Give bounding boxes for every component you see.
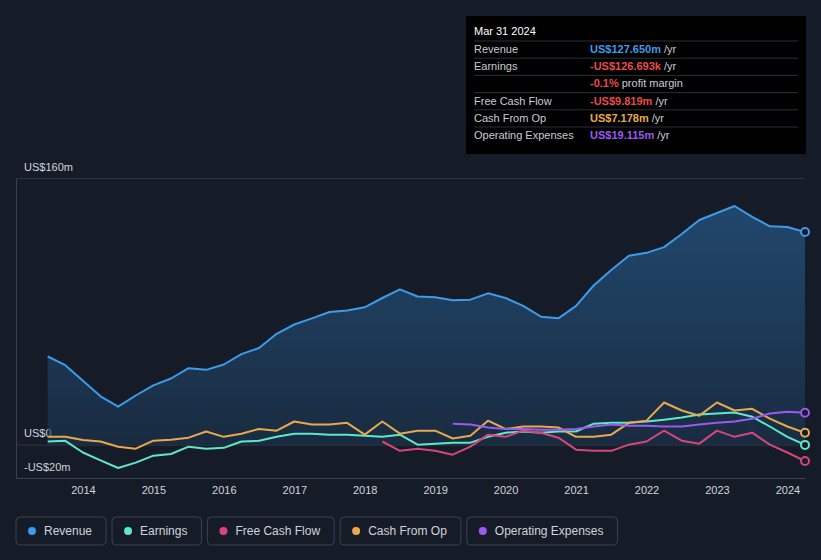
legend-box[interactable]	[340, 517, 461, 545]
grid-line	[16, 445, 805, 446]
legend-label[interactable]: Earnings	[140, 524, 187, 538]
tooltip-label: Cash From Op	[474, 112, 546, 124]
legend-item[interactable]: Free Cash Flow	[207, 517, 334, 545]
x-tick: 2015	[142, 478, 166, 496]
legend-swatch	[219, 527, 227, 535]
tooltip-value-line: US$19.115m/yr	[590, 129, 670, 141]
legend-item[interactable]: Operating Expenses	[467, 517, 618, 545]
tooltip-value: US$127.650m	[590, 43, 661, 55]
end-dot	[801, 441, 809, 449]
x-tick: 2020	[494, 478, 518, 496]
y-tick-label: -US$20m	[24, 461, 70, 473]
tooltip-box	[466, 16, 806, 154]
x-tick-label: 2024	[776, 484, 800, 496]
end-dot	[801, 228, 809, 236]
x-tick-label: 2018	[353, 484, 377, 496]
tooltip-label: Free Cash Flow	[474, 95, 552, 107]
tooltip-value: -0.1%	[590, 77, 619, 89]
tooltip-value: -US$126.693k	[590, 60, 662, 72]
tooltip-suffix: profit margin	[622, 77, 683, 89]
x-tick: 2019	[423, 478, 447, 496]
x-tick: 2021	[564, 478, 588, 496]
legend-item[interactable]: Revenue	[16, 517, 106, 545]
end-dot	[801, 409, 809, 417]
tooltip-separator	[474, 75, 798, 76]
tooltip-title: Mar 31 2024	[474, 25, 536, 37]
tooltip-separator	[474, 41, 798, 42]
chart: -US$20mUS$0US$160m2014201520162017201820…	[0, 0, 821, 560]
y-tick-label: US$160m	[24, 161, 73, 173]
legend-box[interactable]	[467, 517, 618, 545]
legend-box[interactable]	[16, 517, 106, 545]
x-tick-label: 2020	[494, 484, 518, 496]
tooltip-separator	[474, 92, 798, 93]
plot-area	[48, 206, 805, 468]
x-tick-label: 2014	[71, 484, 95, 496]
legend-label[interactable]: Operating Expenses	[495, 524, 604, 538]
x-tick-label: 2019	[423, 484, 447, 496]
tooltip-value-line: -US$126.693k/yr	[590, 60, 677, 72]
tooltip-value-line: -US$9.819m/yr	[590, 95, 668, 107]
tooltip-value: -US$9.819m	[590, 95, 653, 107]
end-dot	[801, 429, 809, 437]
tooltip-suffix: /yr	[664, 60, 677, 72]
x-axis-line	[17, 478, 806, 479]
end-dot	[801, 457, 809, 465]
series-line	[48, 206, 805, 407]
tooltip-label: Revenue	[474, 43, 518, 55]
tooltip: Mar 31 2024 Revenue US$127.650m/yr Earnings…	[466, 16, 806, 154]
tooltip-suffix: /yr	[652, 112, 665, 124]
x-tick-label: 2015	[142, 484, 166, 496]
x-tick: 2014	[71, 478, 95, 496]
x-tick: 2024	[776, 478, 800, 496]
tooltip-value-line: US$7.178m/yr	[590, 112, 664, 124]
grid-line	[16, 478, 805, 479]
x-tick-label: 2023	[705, 484, 729, 496]
x-tick: 2023	[705, 478, 729, 496]
tooltip-separator	[474, 127, 798, 128]
tooltip-label: Earnings	[474, 60, 518, 72]
legend-swatch	[479, 527, 487, 535]
legend-box[interactable]	[207, 517, 334, 545]
x-axis: 2014 2015 2016 2017 2018 2019 2020 2021 2022 2023…	[17, 478, 806, 496]
legend-swatch	[352, 527, 360, 535]
series-line	[48, 403, 805, 449]
y-tick: US$160m	[16, 161, 805, 179]
x-tick: 2018	[353, 478, 377, 496]
legend-box[interactable]	[112, 517, 201, 545]
legend-swatch	[124, 527, 132, 535]
x-tick: 2022	[635, 478, 659, 496]
legend-label[interactable]: Free Cash Flow	[235, 524, 320, 538]
tooltip-label: Operating Expenses	[474, 129, 574, 141]
series-line	[453, 412, 805, 430]
x-tick-label: 2022	[635, 484, 659, 496]
tooltip-separator	[474, 58, 798, 59]
tooltip-value-line: US$127.650m/yr	[590, 43, 677, 55]
y-tick-label: US$0	[24, 427, 52, 439]
revenue-area	[48, 206, 805, 445]
legend-label[interactable]: Revenue	[44, 524, 92, 538]
x-tick-label: 2016	[212, 484, 236, 496]
end-dots	[801, 228, 809, 465]
tooltip-value-line: -0.1%profit margin	[590, 77, 683, 89]
legend-item[interactable]: Earnings	[112, 517, 201, 545]
y-axis-line	[16, 179, 17, 479]
background	[0, 0, 821, 560]
x-tick-label: 2021	[564, 484, 588, 496]
legend-item[interactable]: Cash From Op	[340, 517, 461, 545]
legend-swatch	[28, 527, 36, 535]
legend: Revenue Earnings Free Cash Flow Cash From O…	[16, 517, 618, 545]
tooltip-suffix: /yr	[664, 43, 677, 55]
tooltip-suffix: /yr	[655, 95, 668, 107]
tooltip-suffix: /yr	[657, 129, 670, 141]
grid-line	[16, 178, 805, 179]
tooltip-value: US$19.115m	[590, 129, 654, 141]
tooltip-separator	[474, 109, 798, 110]
y-axis: -US$20m US$0 US$160m	[16, 161, 805, 479]
x-tick: 2016	[212, 478, 236, 496]
tooltip-value: US$7.178m	[590, 112, 649, 124]
legend-label[interactable]: Cash From Op	[368, 524, 447, 538]
x-tick: 2017	[283, 478, 307, 496]
x-tick-label: 2017	[283, 484, 307, 496]
